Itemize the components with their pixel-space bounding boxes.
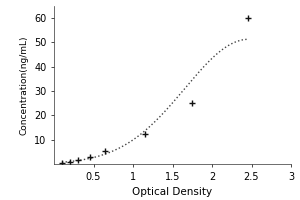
- X-axis label: Optical Density: Optical Density: [132, 187, 213, 197]
- Y-axis label: Concentration(ng/mL): Concentration(ng/mL): [20, 35, 28, 135]
